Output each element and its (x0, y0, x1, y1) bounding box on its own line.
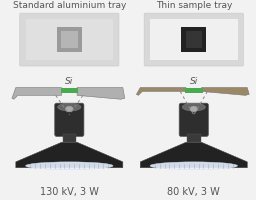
Text: 130 kV, 3 W: 130 kV, 3 W (40, 187, 99, 197)
Bar (181, 27, 206, 52)
Bar (61, 31, 78, 48)
Bar (185, 88, 202, 93)
Ellipse shape (66, 106, 73, 112)
Polygon shape (140, 142, 247, 168)
FancyBboxPatch shape (150, 19, 238, 60)
Ellipse shape (150, 162, 238, 170)
Polygon shape (12, 88, 61, 99)
Polygon shape (16, 142, 123, 168)
Bar (61, 88, 78, 93)
FancyBboxPatch shape (20, 13, 119, 66)
Ellipse shape (182, 103, 205, 111)
FancyBboxPatch shape (55, 103, 84, 136)
Text: Standard aluminium tray: Standard aluminium tray (13, 1, 126, 10)
Bar (187, 134, 201, 142)
Polygon shape (136, 88, 186, 95)
FancyBboxPatch shape (26, 19, 113, 60)
Text: Thin sample tray: Thin sample tray (156, 1, 232, 10)
Bar (186, 31, 202, 48)
Bar (62, 134, 76, 142)
Text: Si: Si (65, 77, 73, 86)
Text: Si: Si (190, 77, 198, 86)
Bar (57, 27, 82, 52)
Ellipse shape (26, 162, 113, 170)
FancyBboxPatch shape (144, 13, 243, 66)
Text: 80 kV, 3 W: 80 kV, 3 W (167, 187, 220, 197)
Ellipse shape (190, 106, 198, 112)
Ellipse shape (58, 103, 81, 111)
FancyBboxPatch shape (179, 103, 208, 136)
Polygon shape (77, 88, 125, 99)
Polygon shape (201, 88, 249, 95)
